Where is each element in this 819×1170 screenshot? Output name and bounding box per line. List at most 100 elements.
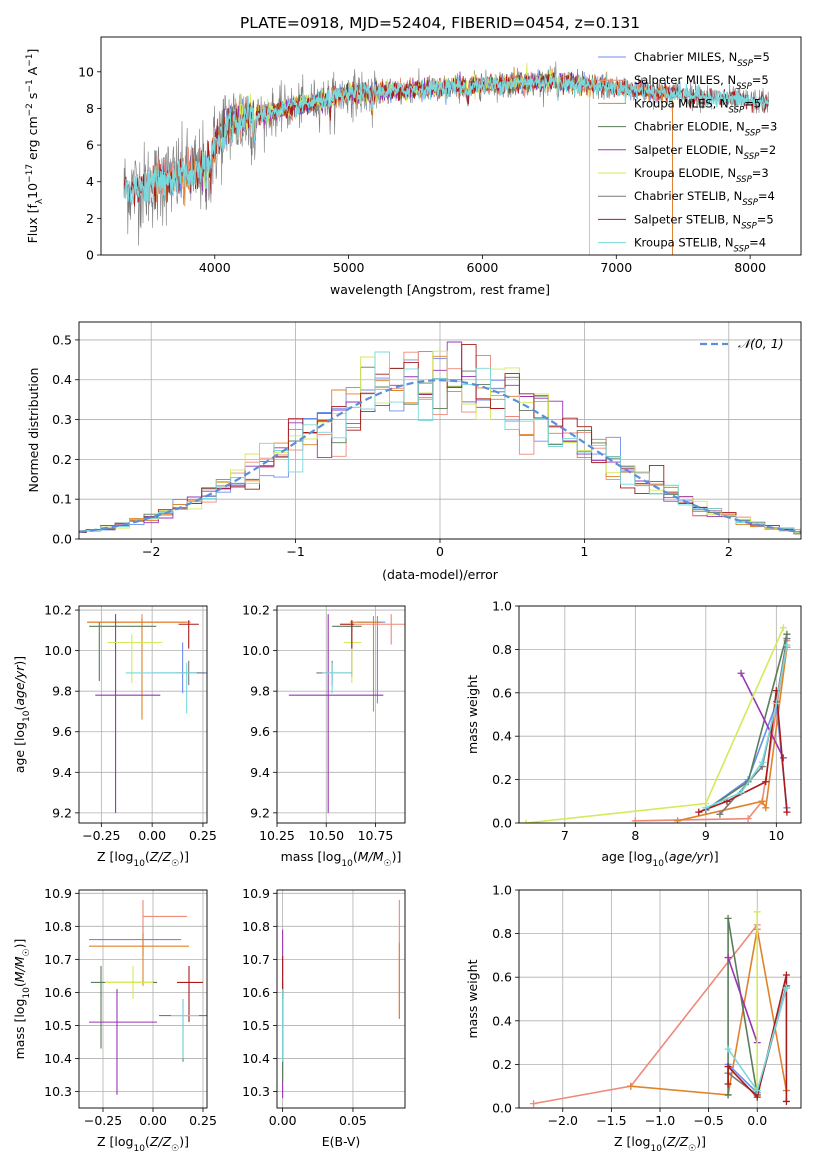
x-axis-label: E(B-V) bbox=[322, 1134, 361, 1149]
y-tick-label: 9.6 bbox=[250, 724, 270, 739]
weight-marker bbox=[758, 797, 766, 805]
weight-line bbox=[727, 957, 758, 1043]
errorbar-point bbox=[357, 616, 386, 704]
histogram-step bbox=[79, 351, 801, 533]
errorbar-point bbox=[95, 614, 161, 813]
x-tick-label: 6000 bbox=[467, 260, 499, 275]
legend-label: Chabrier STELIB, NSSP=4 bbox=[634, 189, 775, 208]
legend-label: Kroupa STELIB, NSSP=4 bbox=[634, 236, 766, 255]
weight-marker bbox=[631, 817, 639, 823]
weight-marker bbox=[762, 778, 770, 786]
y-tick-label: 9.2 bbox=[52, 805, 72, 820]
x-axis-label: Z [log10(Z/Z☉)] bbox=[97, 849, 189, 869]
legend-label: 𝒩(0, 1) bbox=[738, 336, 784, 351]
y-tick-label: 10.0 bbox=[242, 643, 270, 658]
weight-marker bbox=[627, 1082, 635, 1090]
errorbar-point bbox=[91, 965, 157, 1049]
errorbar-point bbox=[332, 620, 362, 677]
y-tick-label: 2 bbox=[86, 211, 94, 226]
y-tick-label: 9.4 bbox=[250, 765, 270, 780]
weight-marker bbox=[782, 971, 790, 979]
y-tick-label: 10.9 bbox=[44, 886, 72, 901]
y-axis-label: mass [log10(M/M☉)] bbox=[12, 939, 32, 1060]
histogram-step bbox=[79, 350, 801, 534]
weight-marker bbox=[702, 804, 710, 812]
legend-label: Kroupa ELODIE, NSSP=3 bbox=[634, 166, 769, 185]
y-tick-label: 10.0 bbox=[44, 643, 72, 658]
y-tick-label: 0.1 bbox=[52, 492, 72, 507]
weight-marker bbox=[724, 1063, 732, 1071]
x-axis-label: (data-model)/error bbox=[382, 567, 499, 582]
y-tick-label: 1.0 bbox=[492, 599, 512, 614]
y-tick-label: 0.6 bbox=[492, 685, 512, 700]
errorbar-point bbox=[322, 662, 352, 694]
weight-marker bbox=[695, 808, 703, 816]
x-tick-label: 7000 bbox=[600, 260, 632, 275]
y-tick-label: 0.4 bbox=[492, 729, 512, 744]
errorbar-point bbox=[105, 965, 153, 999]
weight-marker bbox=[779, 754, 787, 762]
weight-marker bbox=[530, 1100, 538, 1108]
legend-label: Chabrier MILES, NSSP=5 bbox=[634, 50, 770, 69]
y-tick-label: 10.5 bbox=[44, 1018, 72, 1033]
y-tick-label: 0 bbox=[86, 248, 94, 263]
errorbar-point bbox=[107, 634, 163, 684]
errorbar-point bbox=[178, 620, 199, 649]
weight-marker bbox=[783, 808, 791, 816]
axes-weight_vs_Z: −2.0 −1.5 −1.0 −0.5 0.0 0.0 0.2 0.4 0.6 0.8 1.0 Z [… bbox=[465, 883, 802, 1154]
y-axis-label: mass weight bbox=[465, 959, 480, 1038]
x-tick-label: 0.00 bbox=[138, 828, 166, 843]
plot-area-residuals bbox=[79, 341, 801, 535]
weight-line bbox=[630, 929, 788, 1096]
axes-residuals: −2 −1 0 1 2 0.0 0.1 0.2 0.3 0.4 0.5 (data-model)/er… bbox=[26, 321, 802, 582]
y-axis-label: age [log10(age/yr)] bbox=[12, 656, 32, 773]
weight-marker bbox=[716, 810, 724, 818]
y-tick-label: 4 bbox=[86, 174, 94, 189]
weight-series bbox=[702, 700, 791, 814]
y-tick-label: 0.8 bbox=[492, 926, 512, 941]
y-tick-label: 0.2 bbox=[492, 1057, 512, 1072]
errorbar-point bbox=[89, 622, 157, 682]
weight-line bbox=[635, 640, 788, 822]
residuals-legend: 𝒩(0, 1) bbox=[700, 336, 784, 351]
x-tick-label: 0 bbox=[436, 544, 444, 559]
errorbar-point bbox=[340, 620, 354, 649]
x-tick-label: 10.75 bbox=[358, 828, 394, 843]
legend-label: Chabrier ELODIE, NSSP=3 bbox=[634, 120, 777, 139]
weight-marker bbox=[724, 1091, 732, 1099]
weight-series bbox=[724, 971, 790, 1105]
x-axis-label: Z [log10(Z/Z☉)] bbox=[97, 1134, 189, 1154]
grid-mass_vs_ebv bbox=[277, 890, 405, 1108]
x-axis-label: age [log10(age/yr)] bbox=[601, 849, 718, 869]
y-axis-label: Flux [fλ10−17 erg cm−2 s−1 A−1] bbox=[25, 49, 45, 244]
errorbar-point bbox=[125, 662, 197, 714]
axes-frame bbox=[276, 889, 406, 1109]
errorbar-point bbox=[87, 618, 187, 720]
plot-area-age_vs_mass bbox=[288, 614, 405, 813]
weight-marker bbox=[783, 635, 791, 643]
weight-marker bbox=[753, 1093, 761, 1101]
weight-marker bbox=[724, 914, 732, 922]
histogram-step bbox=[79, 341, 801, 534]
x-tick-label: 4000 bbox=[199, 260, 231, 275]
y-tick-label: 0.0 bbox=[52, 532, 72, 547]
axes-age_vs_mass: 10.25 10.50 10.75 9.2 9.4 9.6 9.8 10.0 10.2 mass … bbox=[242, 603, 406, 869]
x-tick-label: −0.25 bbox=[82, 828, 120, 843]
x-tick-label: 10.25 bbox=[259, 828, 295, 843]
y-axis-label: mass weight bbox=[465, 675, 480, 754]
errorbar-point bbox=[349, 616, 382, 712]
x-tick-label: −0.5 bbox=[693, 1113, 723, 1128]
y-tick-label: 9.8 bbox=[52, 684, 72, 699]
y-tick-label: 10.8 bbox=[44, 919, 72, 934]
x-tick-label: −0.25 bbox=[84, 1113, 122, 1128]
y-tick-label: 10.4 bbox=[242, 1051, 270, 1066]
grid-age_vs_mass bbox=[276, 606, 405, 823]
y-tick-label: 0.3 bbox=[52, 412, 72, 427]
errorbar-point bbox=[343, 632, 362, 684]
x-tick-label: −1 bbox=[286, 544, 304, 559]
y-tick-label: 10.9 bbox=[242, 886, 270, 901]
y-axis-label: Normed distribution bbox=[26, 368, 41, 493]
y-tick-label: 10.5 bbox=[242, 1018, 270, 1033]
x-tick-label: 2 bbox=[725, 544, 733, 559]
